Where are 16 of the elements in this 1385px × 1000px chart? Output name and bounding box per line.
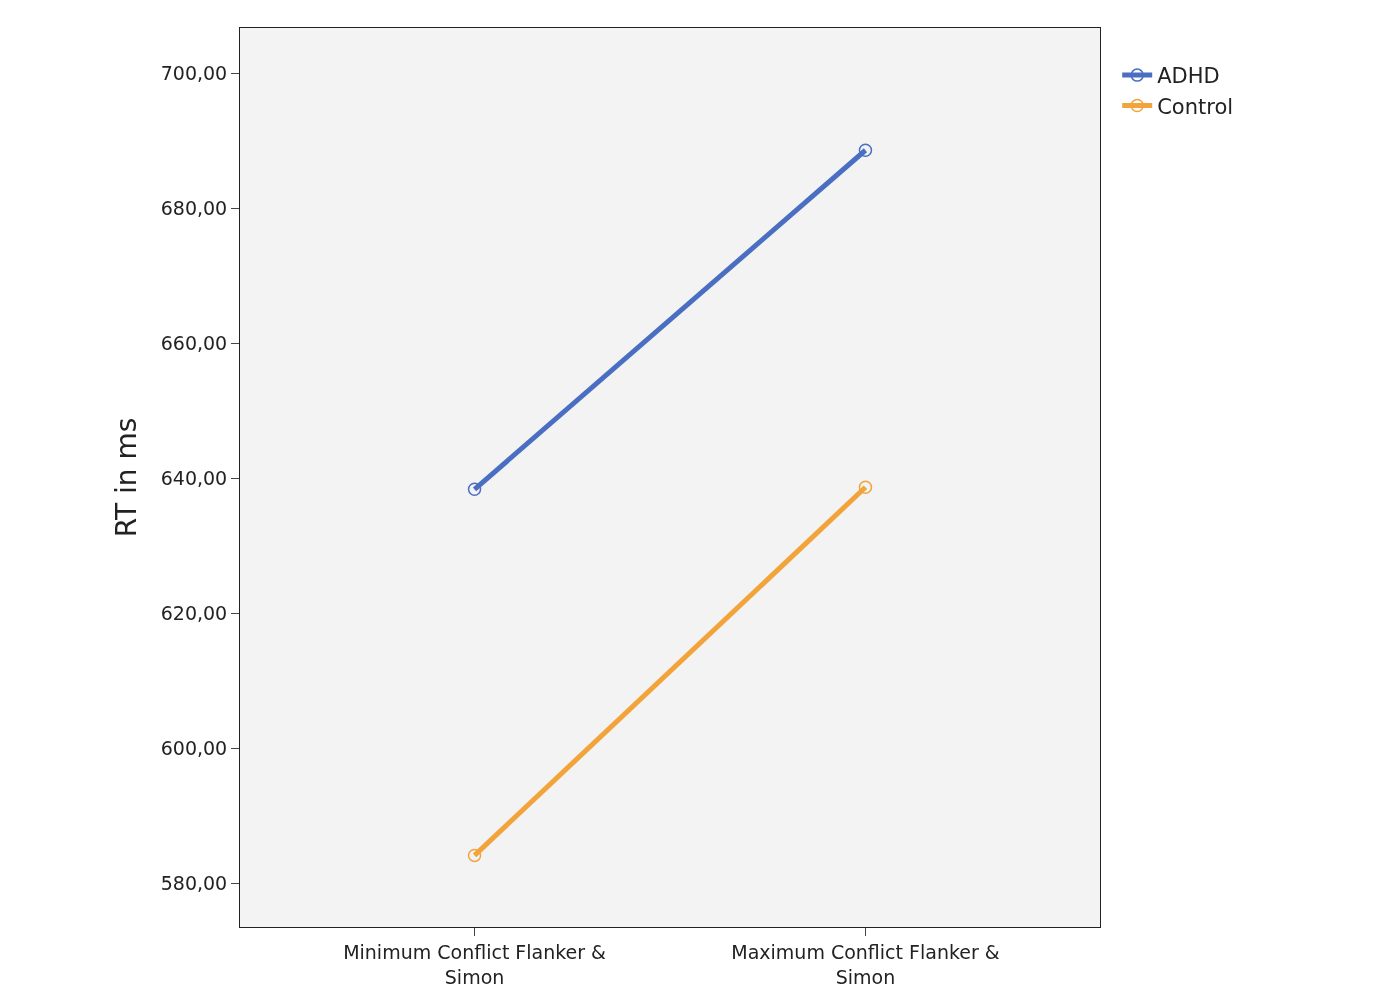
y-tick-label: 700,00 (160, 61, 228, 84)
y-tick-label: 660,00 (160, 332, 228, 355)
y-tick-label: 620,00 (160, 602, 228, 625)
point (858, 480, 873, 495)
legend-label: ADHD (1157, 64, 1220, 89)
x-tick-label: Minimum Conflict Flanker & Simon (343, 940, 607, 988)
legend-label: Control (1157, 94, 1234, 119)
y-tick-label: 680,00 (160, 196, 228, 219)
y-tick-label: 640,00 (160, 467, 228, 490)
point (467, 848, 482, 863)
x-tick-label: Maximum Conflict Flanker & Simon (731, 940, 1000, 988)
point (467, 482, 482, 497)
y-tick-label: 600,00 (160, 737, 228, 760)
point (858, 143, 873, 157)
y-tick-label: 580,00 (160, 872, 228, 895)
y-axis-title: RT in ms (110, 417, 144, 538)
